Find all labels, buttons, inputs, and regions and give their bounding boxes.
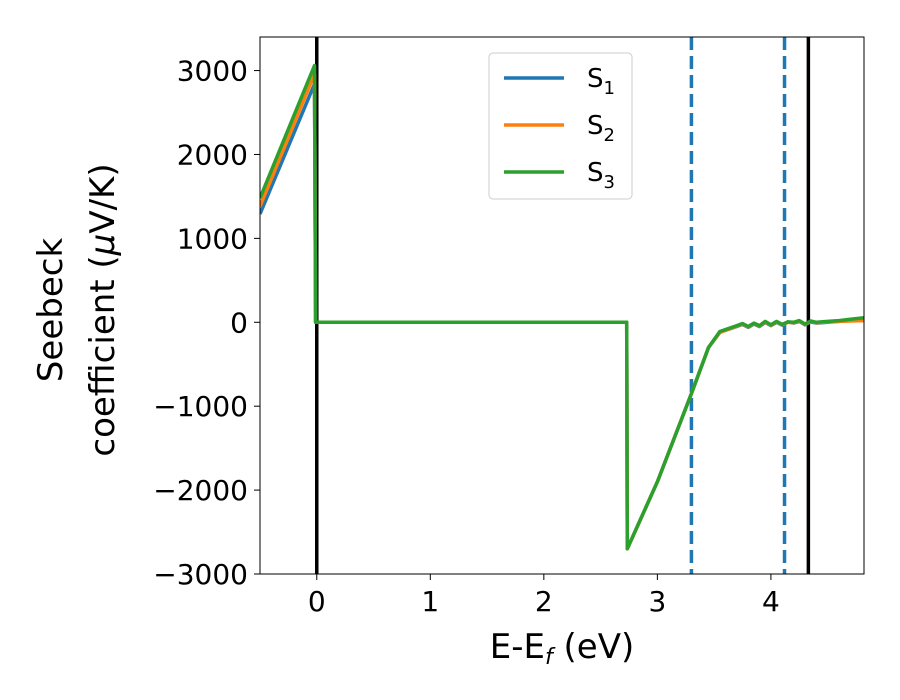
plot-frame: [259, 36, 865, 575]
legend-label-2: S2: [587, 111, 615, 146]
x-tick-label: 2: [535, 585, 553, 618]
y-tick-label: 3000: [177, 55, 248, 88]
y-axis-title-line1: Seebeck: [31, 238, 71, 383]
x-tick-label: 0: [308, 585, 326, 618]
x-tick-label: 4: [762, 585, 780, 618]
x-axis-title: E-Ef (eV): [490, 627, 635, 670]
y-tick-label: −2000: [153, 474, 248, 507]
data-series: [260, 63, 864, 551]
y-tick-label: 1000: [177, 222, 248, 255]
legend: S1 S2 S3: [488, 52, 633, 200]
y-tick-label: −3000: [153, 558, 248, 591]
y-tick-label: −1000: [153, 390, 248, 423]
legend-label-3: S3: [587, 158, 615, 193]
y-axis-title: Seebeck coefficient (μV/K): [31, 163, 123, 456]
y-tick-label: 2000: [177, 138, 248, 171]
x-axis-ticks: 0 1 2 3 4: [308, 574, 780, 618]
y-tick-label: 0: [230, 306, 248, 339]
x-tick-label: 3: [648, 585, 666, 618]
legend-label-1: S1: [587, 64, 615, 99]
series-line-3: [260, 63, 864, 551]
x-tick-label: 1: [421, 585, 439, 618]
y-axis-ticks: −3000 −2000 −1000 0 1000 2000 3000: [153, 55, 260, 591]
y-axis-title-line2: coefficient (μV/K): [83, 163, 123, 456]
